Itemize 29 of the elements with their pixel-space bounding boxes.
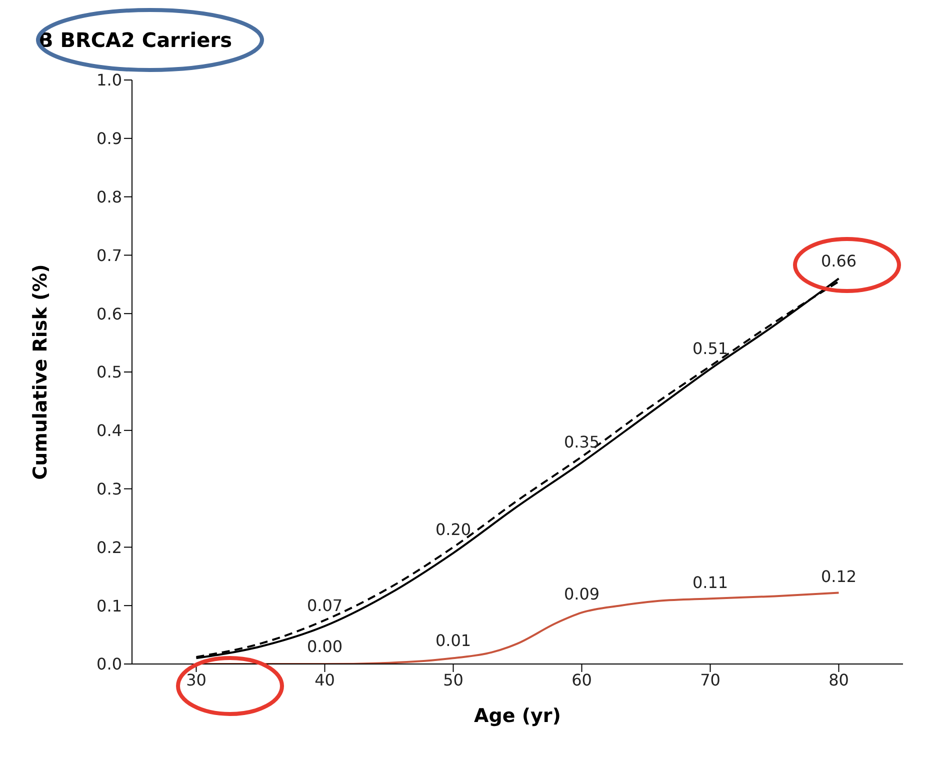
y-tick-label: 0.6 xyxy=(96,304,122,324)
annotation: 0.11 xyxy=(692,572,728,592)
annotation: 0.00 xyxy=(306,637,343,656)
x-tick-label: 70 xyxy=(700,670,720,690)
x-tick-label: 30 xyxy=(186,670,206,690)
y-tick-label: 1.0 xyxy=(96,70,122,90)
x-tick-label: 80 xyxy=(828,670,849,690)
annotation: 0.20 xyxy=(435,520,472,540)
annotation: 0.51 xyxy=(692,339,728,358)
y-tick-label: 0.2 xyxy=(96,538,122,557)
y-tick-label: 0.3 xyxy=(96,479,122,498)
annotation: 0.09 xyxy=(564,584,600,604)
x-tick-label: 50 xyxy=(443,670,464,690)
annotation: 0.66 xyxy=(820,252,857,271)
y-tick-label: 0.8 xyxy=(96,187,122,206)
y-tick-label: 0.5 xyxy=(96,362,122,382)
y-tick-label: 0.4 xyxy=(96,421,122,440)
y-tick-label: 0.1 xyxy=(96,596,122,616)
y-tick-label: 0.0 xyxy=(96,654,122,674)
annotation: 0.12 xyxy=(820,566,857,586)
x-tick-label: 40 xyxy=(314,670,335,690)
x-tick-label: 60 xyxy=(572,670,592,690)
y-tick-label: 0.7 xyxy=(96,246,122,265)
annotation: 0.35 xyxy=(564,432,600,452)
y-tick-label: 0.9 xyxy=(96,129,122,148)
annotation: 0.07 xyxy=(306,596,343,616)
annotation: 0.01 xyxy=(435,631,472,650)
x-axis-title: Age (yr) xyxy=(474,705,561,727)
y-axis-title: Cumulative Risk (%) xyxy=(30,264,52,480)
